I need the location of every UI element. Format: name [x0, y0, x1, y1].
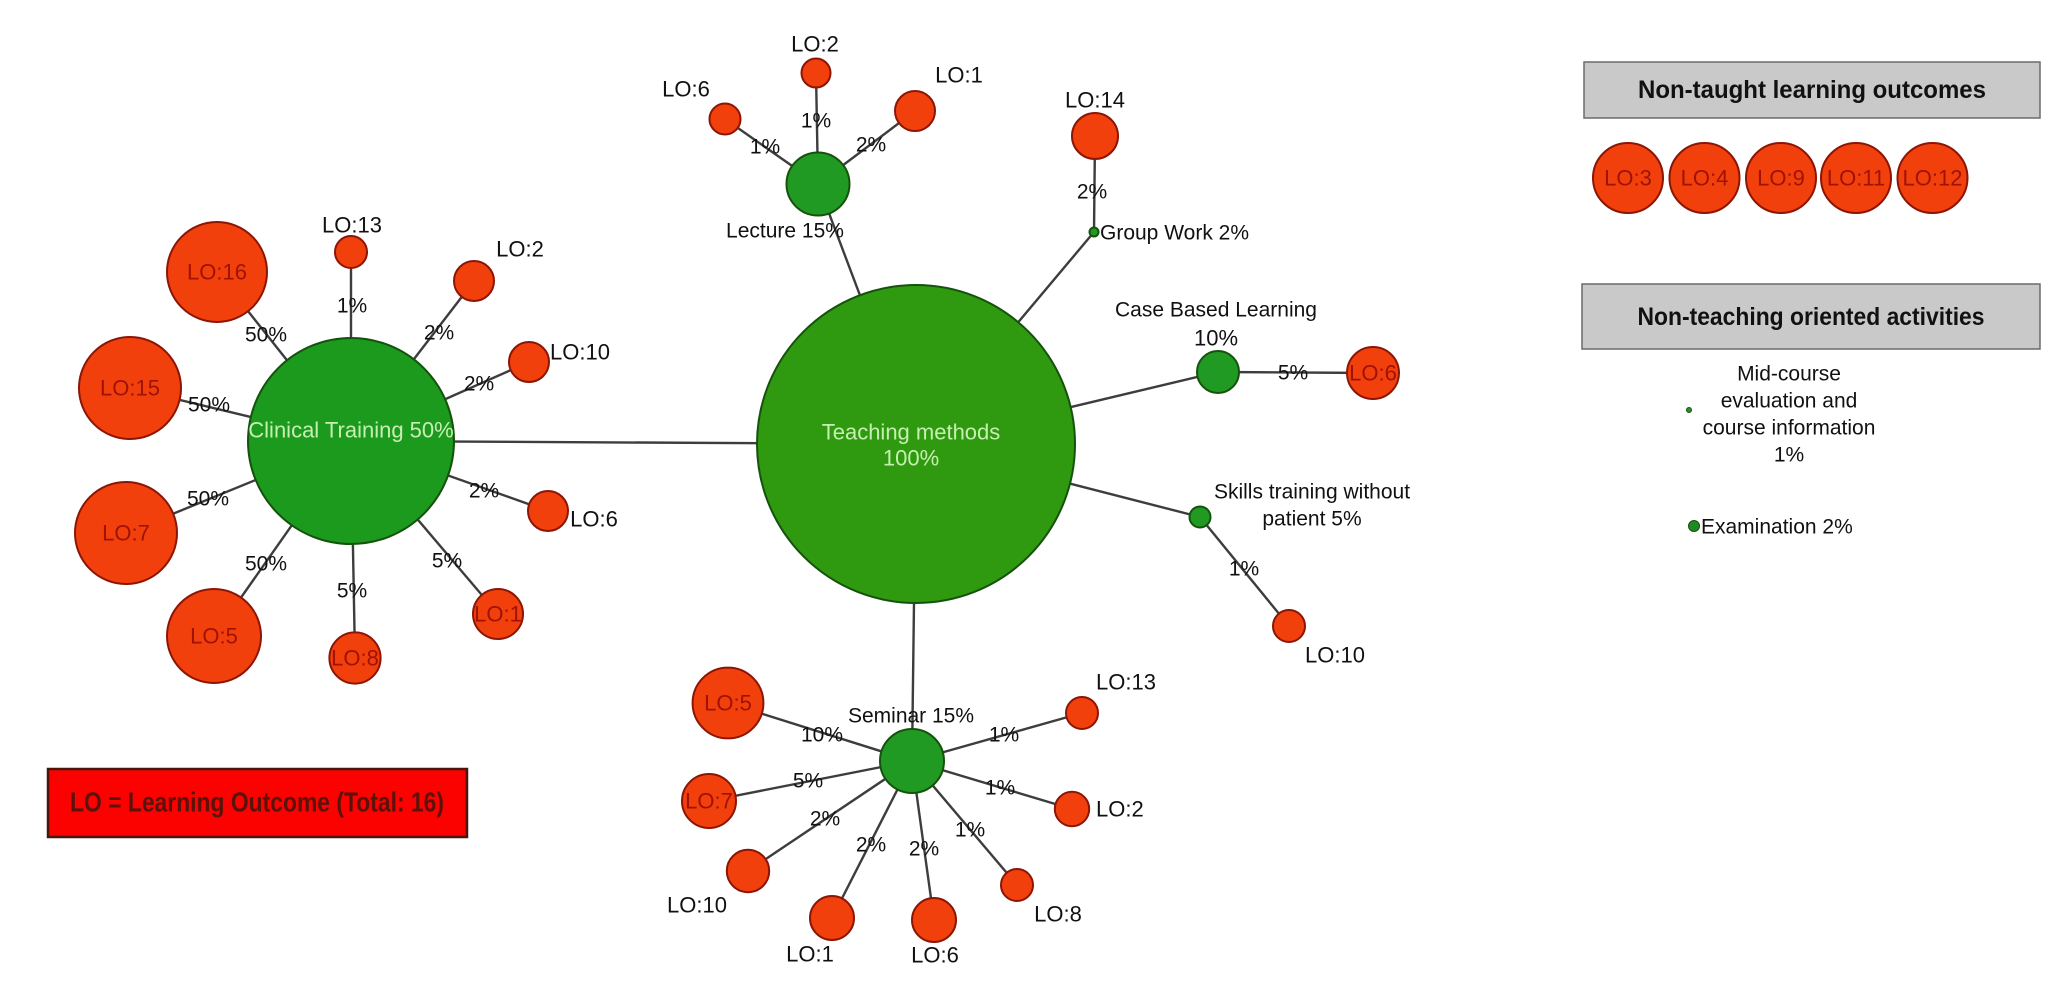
svg-text:1%: 1%: [801, 110, 831, 133]
svg-text:50%: 50%: [188, 394, 230, 417]
svg-text:LO:2: LO:2: [1096, 797, 1144, 822]
svg-text:LO:10: LO:10: [550, 340, 610, 365]
svg-text:LO:2: LO:2: [496, 237, 544, 262]
svg-text:2%: 2%: [424, 322, 454, 345]
svg-text:5%: 5%: [793, 770, 823, 793]
svg-text:2%: 2%: [909, 838, 939, 861]
svg-text:LO:11: LO:11: [1827, 166, 1885, 191]
svg-text:100%: 100%: [883, 446, 939, 471]
svg-text:Lecture 15%: Lecture 15%: [726, 220, 844, 243]
svg-text:5%: 5%: [1278, 362, 1308, 385]
svg-text:LO:4: LO:4: [1681, 166, 1729, 191]
svg-text:50%: 50%: [245, 324, 287, 347]
svg-text:LO:16: LO:16: [187, 260, 247, 285]
svg-text:LO:6: LO:6: [911, 943, 959, 968]
svg-text:50%: 50%: [187, 488, 229, 511]
svg-text:patient 5%: patient 5%: [1262, 508, 1361, 531]
svg-text:2%: 2%: [856, 834, 886, 857]
svg-text:course information: course information: [1703, 417, 1876, 440]
svg-text:5%: 5%: [432, 550, 462, 573]
svg-text:LO:15: LO:15: [100, 376, 160, 401]
svg-text:2%: 2%: [1077, 181, 1107, 204]
svg-text:Skills training without: Skills training without: [1214, 481, 1410, 504]
svg-text:LO:12: LO:12: [1903, 166, 1963, 191]
svg-text:5%: 5%: [337, 580, 367, 603]
svg-text:LO:1: LO:1: [935, 63, 983, 88]
svg-text:LO:14: LO:14: [1065, 88, 1125, 113]
svg-text:Examination 2%: Examination 2%: [1701, 516, 1853, 539]
svg-text:Seminar 15%: Seminar 15%: [848, 705, 974, 728]
svg-text:1%: 1%: [337, 295, 367, 318]
svg-text:1%: 1%: [1774, 444, 1804, 467]
svg-text:LO:5: LO:5: [190, 624, 238, 649]
svg-text:1%: 1%: [1229, 558, 1259, 581]
svg-text:Non-teaching oriented activiti: Non-teaching oriented activities: [1638, 303, 1985, 331]
svg-text:1%: 1%: [955, 819, 985, 842]
svg-text:LO:1: LO:1: [474, 602, 522, 627]
svg-text:2%: 2%: [810, 808, 840, 831]
svg-text:10%: 10%: [1194, 326, 1238, 351]
svg-text:2%: 2%: [469, 480, 499, 503]
svg-text:LO:6: LO:6: [1349, 361, 1397, 386]
svg-text:10%: 10%: [801, 724, 843, 747]
svg-text:LO:8: LO:8: [1034, 902, 1082, 927]
svg-text:LO:7: LO:7: [685, 789, 733, 814]
svg-text:LO:1: LO:1: [786, 942, 834, 967]
svg-text:50%: 50%: [245, 553, 287, 576]
svg-text:Case Based Learning: Case Based Learning: [1115, 299, 1317, 322]
svg-text:2%: 2%: [464, 373, 494, 396]
svg-text:LO:7: LO:7: [102, 521, 150, 546]
svg-text:Mid-course: Mid-course: [1737, 363, 1841, 386]
svg-text:1%: 1%: [750, 136, 780, 159]
svg-text:evaluation and: evaluation and: [1721, 390, 1858, 413]
svg-text:LO:5: LO:5: [704, 691, 752, 716]
svg-text:LO:13: LO:13: [322, 213, 382, 238]
svg-text:LO:10: LO:10: [667, 893, 727, 918]
svg-text:Clinical Training 50%: Clinical Training 50%: [248, 418, 453, 443]
svg-text:Teaching methods: Teaching methods: [822, 420, 1001, 445]
svg-text:1%: 1%: [985, 777, 1015, 800]
svg-text:Non-taught learning outcomes: Non-taught learning outcomes: [1638, 76, 1986, 104]
svg-text:LO:2: LO:2: [791, 32, 839, 57]
svg-text:LO:8: LO:8: [331, 646, 379, 671]
svg-text:LO:6: LO:6: [662, 77, 710, 102]
svg-text:LO:9: LO:9: [1757, 166, 1805, 191]
svg-text:Group Work 2%: Group Work 2%: [1100, 222, 1249, 245]
svg-text:1%: 1%: [989, 724, 1019, 747]
svg-text:LO:13: LO:13: [1096, 670, 1156, 695]
svg-text:LO:10: LO:10: [1305, 643, 1365, 668]
svg-text:2%: 2%: [856, 134, 886, 157]
svg-text:LO = Learning Outcome (Total:: LO = Learning Outcome (Total: 16): [70, 787, 444, 818]
svg-text:LO:6: LO:6: [570, 507, 618, 532]
svg-text:LO:3: LO:3: [1604, 166, 1652, 191]
